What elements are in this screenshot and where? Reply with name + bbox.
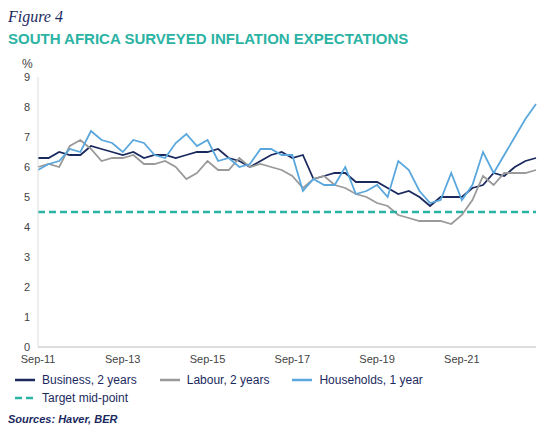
svg-text:Sep-15: Sep-15 [190,353,225,365]
svg-text:1: 1 [24,311,30,323]
svg-text:8: 8 [24,101,30,113]
svg-text:7: 7 [24,131,30,143]
html-text:Sources: Haver, BER: Sources: Haver, BER [8,413,118,425]
html-text:SOUTH AFRICA SURVEYED INFLATIO: SOUTH AFRICA SURVEYED INFLATION EXPECTAT… [8,30,409,47]
svg-text:6: 6 [24,161,30,173]
svg-text:Sep-13: Sep-13 [105,353,140,365]
svg-text:Sep-21: Sep-21 [444,353,479,365]
svg-text:2: 2 [24,281,30,293]
svg-text:9: 9 [24,71,30,83]
html-text:Households, 1 year: Households, 1 year [319,373,423,387]
html-text:Business, 2 years: Business, 2 years [42,373,137,387]
svg-text:Sep-17: Sep-17 [275,353,310,365]
svg-text:0: 0 [24,341,30,353]
svg-text:5: 5 [24,191,30,203]
html-text:Target mid-point: Target mid-point [42,391,128,405]
svg-text:3: 3 [24,251,30,263]
html-text:Labour, 2 years: Labour, 2 years [186,373,270,387]
svg-text:Sep-19: Sep-19 [359,353,394,365]
html-text:Figure 4: Figure 4 [8,8,63,25]
svg-text:4: 4 [24,221,30,233]
svg-text:Sep-11: Sep-11 [21,353,56,365]
